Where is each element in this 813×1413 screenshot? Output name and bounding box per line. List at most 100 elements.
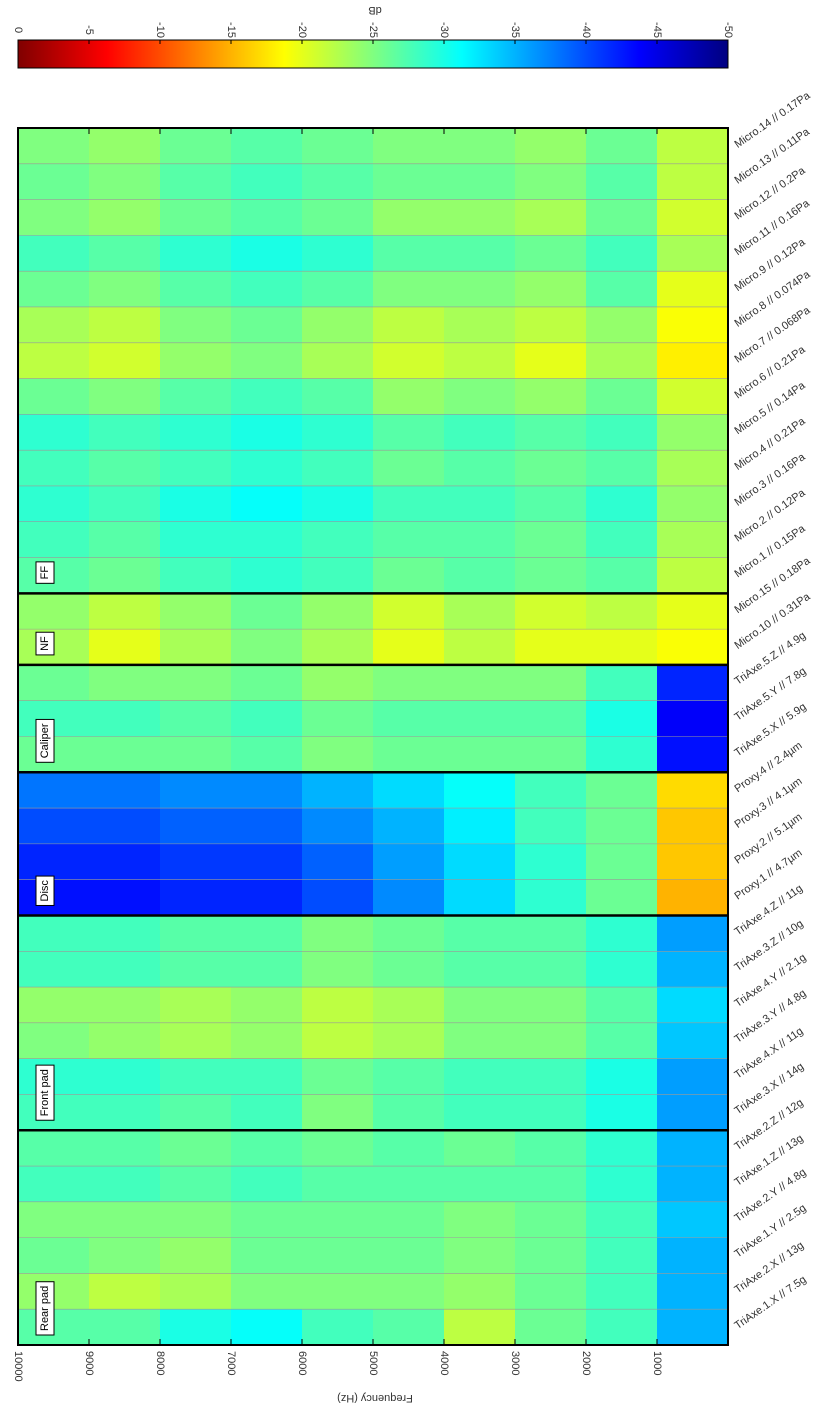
cell <box>373 414 444 451</box>
cell <box>515 593 586 630</box>
cell <box>586 915 657 952</box>
cell <box>302 593 373 630</box>
x-tick-label: 5000 <box>367 1351 379 1375</box>
cell <box>444 951 515 988</box>
colorbar-label: dB <box>368 4 381 16</box>
cell <box>160 235 231 272</box>
cell <box>657 593 728 630</box>
cell <box>657 271 728 307</box>
cell <box>89 1273 160 1310</box>
colorbar-tick-label: -50 <box>722 22 734 38</box>
colorbar-tick-label: -10 <box>154 22 166 38</box>
cell <box>231 378 302 415</box>
cell <box>18 450 89 486</box>
cell <box>373 808 444 844</box>
cell <box>444 163 515 200</box>
cell <box>515 1237 586 1274</box>
cell <box>89 235 160 272</box>
group-label-box <box>35 1281 55 1336</box>
cell <box>515 808 586 844</box>
cell <box>586 414 657 451</box>
cell <box>515 1022 586 1059</box>
cell <box>657 163 728 200</box>
cell <box>18 521 89 558</box>
cell <box>231 1058 302 1095</box>
cell <box>231 736 302 773</box>
cell <box>89 199 160 236</box>
cell <box>515 1094 586 1131</box>
cell <box>160 128 231 164</box>
x-tick-label: 3000 <box>509 1351 521 1375</box>
cell <box>160 557 231 594</box>
cell <box>373 521 444 558</box>
cell <box>302 1058 373 1095</box>
cell <box>89 700 160 737</box>
cell <box>302 1166 373 1202</box>
cell <box>373 1130 444 1167</box>
colorbar-tick-label: 0 <box>12 27 24 33</box>
cell <box>89 1130 160 1167</box>
cell <box>586 879 657 916</box>
cell <box>373 772 444 809</box>
cell <box>231 1201 302 1238</box>
cell <box>160 199 231 236</box>
cell <box>515 1166 586 1202</box>
x-tick-label: 9000 <box>83 1351 95 1375</box>
cell <box>373 1309 444 1345</box>
cell <box>302 163 373 200</box>
cell <box>515 557 586 594</box>
cell <box>89 557 160 594</box>
cell <box>18 664 89 701</box>
cell <box>231 915 302 952</box>
x-tick-label: 8000 <box>154 1351 166 1375</box>
cell <box>89 521 160 558</box>
cell <box>302 772 373 809</box>
cell <box>586 700 657 737</box>
cell <box>586 557 657 594</box>
cell <box>160 378 231 415</box>
cell <box>657 235 728 272</box>
cell <box>444 557 515 594</box>
cell <box>444 1273 515 1310</box>
cell <box>160 700 231 737</box>
cell <box>657 199 728 236</box>
cell <box>444 235 515 272</box>
cell <box>444 342 515 379</box>
cell <box>89 951 160 988</box>
cell <box>657 1130 728 1167</box>
cell <box>657 1273 728 1310</box>
cell <box>160 1058 231 1095</box>
cell <box>657 485 728 522</box>
cell <box>373 485 444 522</box>
group-label: FF <box>39 566 51 580</box>
cell <box>89 593 160 630</box>
cell <box>586 1094 657 1131</box>
cell <box>657 629 728 665</box>
x-tick-label: 2000 <box>580 1351 592 1375</box>
cell <box>302 271 373 307</box>
cell <box>515 664 586 701</box>
cell <box>515 128 586 164</box>
cell <box>586 1166 657 1202</box>
cell <box>444 772 515 809</box>
cell <box>444 629 515 665</box>
cell <box>373 1058 444 1095</box>
colorbar-tick-label: -30 <box>438 22 450 38</box>
cell <box>657 378 728 415</box>
cell <box>373 128 444 164</box>
cell <box>18 199 89 236</box>
cell <box>586 485 657 522</box>
cell <box>160 808 231 844</box>
x-tick-label: 6000 <box>296 1351 308 1375</box>
cell <box>586 306 657 343</box>
cell <box>89 915 160 952</box>
cell <box>657 987 728 1023</box>
cell <box>515 521 586 558</box>
cell <box>18 128 89 164</box>
group-label: Disc <box>39 880 51 902</box>
cell <box>18 378 89 415</box>
cell <box>373 1237 444 1274</box>
group-label-box <box>35 1064 55 1121</box>
cell <box>444 1201 515 1238</box>
x-tick-label: 7000 <box>225 1351 237 1375</box>
